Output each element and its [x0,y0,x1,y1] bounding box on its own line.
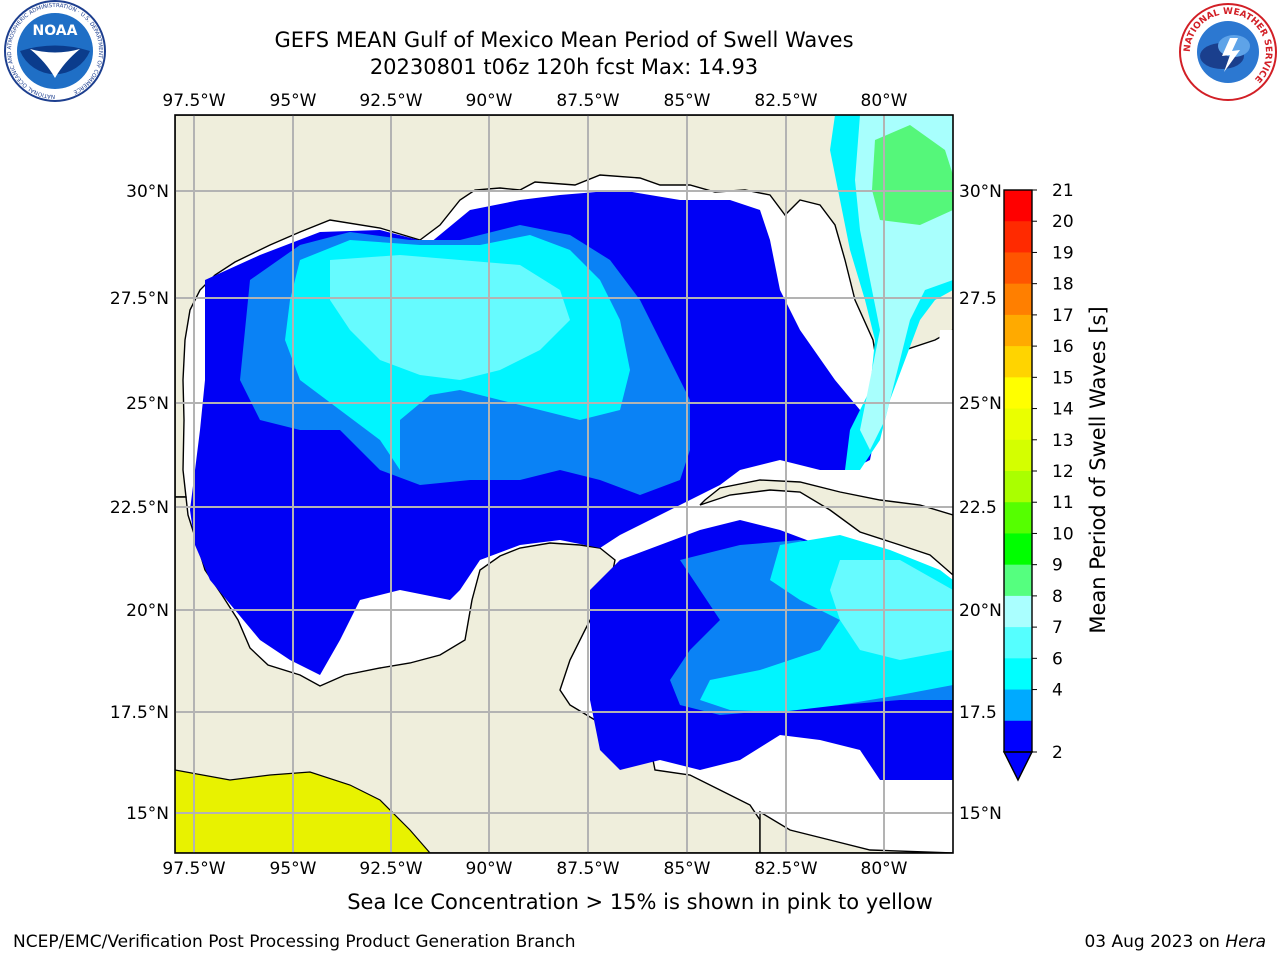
lat-label: 15°N [959,804,1002,824]
lat-labels-left: 30°N 27.5°N 25°N 22.5°N 20°N 17.5°N 15°N [110,182,169,824]
lon-label: 85°W [664,91,711,111]
colorbar-tick-label: 2 [1052,743,1063,763]
footer-date: 03 Aug 2023 on Hera [1084,932,1266,952]
colorbar-tick-label: 7 [1052,618,1063,638]
sea-ice-note: Sea Ice Concentration > 15% is shown in … [347,890,933,914]
lon-label: 92.5°W [359,91,422,111]
colorbar-segment [1004,627,1032,659]
lat-label: 22.5°N [110,498,169,518]
land-cuba [699,479,953,576]
lon-labels-bottom: 97.5°W 95°W 92.5°W 90°W 87.5°W 85°W 82.5… [162,859,907,879]
colorbar-segment [1004,377,1032,410]
lon-label: 90°W [466,859,513,879]
colorbar-tick-label: 15 [1052,368,1074,388]
lon-label: 97.5°W [162,91,225,111]
colorbar-ticks: 21 20 19 18 17 16 15 14 13 12 11 10 9 8 7 6 4 2 [1032,181,1074,763]
lon-label: 85°W [664,859,711,879]
footer-host: Hera [1225,932,1266,952]
colorbar-segment [1004,658,1032,691]
colorbar [1002,189,1034,782]
lon-label: 90°W [466,91,513,111]
lon-label: 82.5°W [754,91,817,111]
lat-label: 30°N [959,182,1002,202]
lat-label: 30°N [126,182,169,202]
map-frame [174,114,954,854]
colorbar-tick-label: 6 [1052,649,1063,669]
sea-ice-region [175,769,431,853]
lon-labels-top: 97.5°W 95°W 92.5°W 90°W 87.5°W 85°W 82.5… [162,91,907,111]
footer-date-text: 03 Aug 2023 on [1084,932,1226,952]
colorbar-tick-label: 12 [1052,462,1074,482]
noaa-text: NOAA [33,23,78,39]
colorbar-extend-arrow [1002,751,1034,782]
map-title: GEFS MEAN Gulf of Mexico Mean Period of … [274,28,854,52]
nws-logo: NATIONAL WEATHER SERVICE [1179,3,1277,101]
gridlines [175,115,953,853]
colorbar-segment [1004,502,1032,534]
colorbar-segment [1004,689,1032,722]
colorbar-tick-label: 9 [1052,556,1063,576]
lat-label: 20°N [126,601,169,621]
lon-label: 92.5°W [359,859,422,879]
lat-label: 25°N [126,394,169,414]
colorbar-tick-label: 16 [1052,337,1074,357]
colorbar-tick-label: 17 [1052,306,1074,326]
colorbar-segment [1004,221,1032,253]
map-subtitle: 20230801 t06z 120h fcst Max: 14.93 [369,55,759,79]
lat-label: 15°N [126,804,169,824]
colorbar-tick-label: 10 [1052,524,1074,544]
colorbar-tick-label: 18 [1052,275,1074,295]
lon-label: 95°W [270,859,317,879]
land-florida-keys [935,330,953,395]
land-usa [175,115,953,498]
colorbar-segment [1004,408,1032,441]
colorbar-tick-label: 14 [1052,400,1074,420]
colorbar-tick-label: 11 [1052,493,1074,513]
colorbar-label: Mean Period of Swell Waves [s] [1086,306,1110,633]
colorbar-segment [1004,533,1032,566]
footer-credit: NCEP/EMC/Verification Post Processing Pr… [13,932,576,952]
colorbar-segment [1004,190,1032,222]
colorbar-tick-label: 4 [1052,681,1063,701]
colorbar-tick-label: 19 [1052,243,1074,263]
lat-label: 25°N [959,394,1002,414]
lat-label: 27.5°N [110,289,169,309]
colorbar-segment [1004,564,1032,597]
lon-label: 80°W [861,859,908,879]
colorbar-segment [1004,595,1032,628]
colorbar-segment [1004,283,1032,316]
colorbar-tick-label: 21 [1052,181,1074,201]
colorbar-tick-label: 13 [1052,431,1074,451]
land-mexico [175,496,761,853]
lon-label: 95°W [270,91,317,111]
colorbar-segment [1004,439,1032,472]
lat-labels-right: 30°N 27.5 25°N 22.5 20°N 17.5 15°N [959,182,1002,824]
colorbar-segment [1004,720,1032,753]
lon-label: 80°W [861,91,908,111]
colorbar-segment [1004,252,1032,285]
lat-label: 20°N [959,601,1002,621]
lon-label: 87.5°W [556,91,619,111]
lat-label: 17.5°N [110,703,169,723]
lon-label: 97.5°W [162,859,225,879]
lon-label: 82.5°W [754,859,817,879]
colorbar-segment [1004,314,1032,347]
lat-label: 27.5 [959,289,997,309]
lat-label: 17.5 [959,703,997,723]
noaa-logo: NATIONAL OCEANIC AND ATMOSPHERIC ADMINIS… [4,0,106,102]
colorbar-tick-label: 8 [1052,587,1063,607]
colorbar-tick-label: 20 [1052,212,1074,232]
lon-label: 87.5°W [556,859,619,879]
colorbar-segment [1004,346,1032,378]
lat-label: 22.5 [959,498,997,518]
land-areas [175,115,953,853]
colorbar-segment [1004,471,1032,503]
